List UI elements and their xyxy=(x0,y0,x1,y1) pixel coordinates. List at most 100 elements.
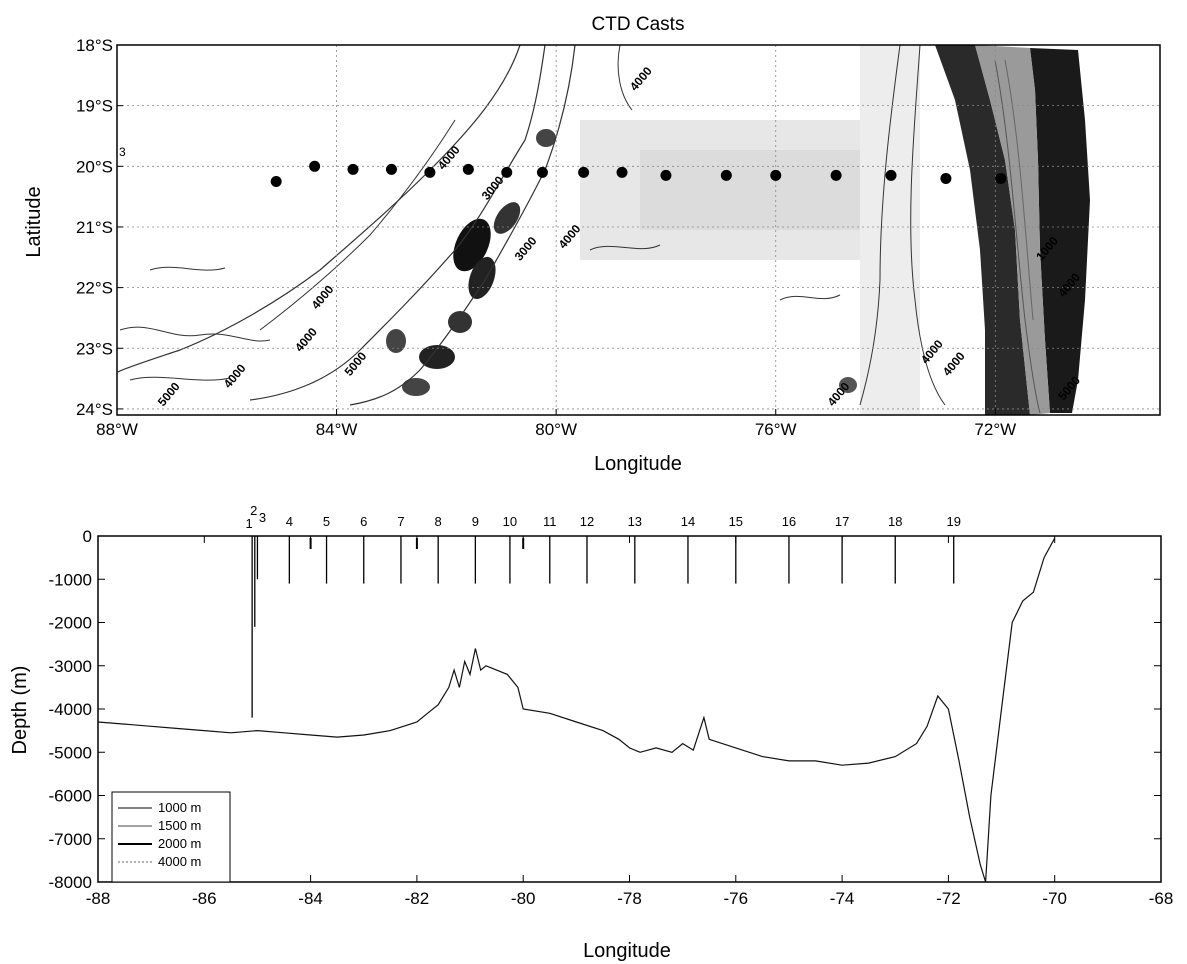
profile-panel: 12 3 4 5 6 7 8 9 10 11 12 13 14 15 16 17 18 19 -88 -86 -84-… xyxy=(9,503,1173,962)
contour-label: 4000 xyxy=(221,361,249,391)
station-marker xyxy=(347,163,359,175)
station-marker xyxy=(578,166,590,178)
map-x-tick-label: 76°W xyxy=(755,420,797,439)
profile-x-tick-label: -82 xyxy=(405,889,430,908)
cast-label: 15 xyxy=(729,514,743,529)
profile-y-tick-label: -2000 xyxy=(49,614,92,633)
cast-label: 1 xyxy=(246,516,253,531)
profile-x-tick-label: -74 xyxy=(830,889,855,908)
cast-label: 6 xyxy=(360,514,367,529)
cast-lines xyxy=(251,536,955,718)
profile-x-tick-label: -76 xyxy=(724,889,749,908)
map-x-tick-label: 88°W xyxy=(96,420,138,439)
map-y-label: Latitude xyxy=(23,186,45,257)
map-x-tick-label: 72°W xyxy=(974,420,1016,439)
map-y-tick-label: 23°S xyxy=(76,339,113,358)
profile-y-ticks: 0 -1000 -2000 -3000 -4000 -5000 -6000 -7000 -800… xyxy=(49,527,1161,892)
map-x-label: Longitude xyxy=(594,453,682,475)
contour-label: 4000 xyxy=(309,282,337,312)
station-marker xyxy=(462,163,474,175)
contour-label: 3000 xyxy=(512,234,540,264)
map-y-tick-label: 21°S xyxy=(76,218,113,237)
profile-x-ticks: -88 -86 -84 -82 -80 -78 -76 -74 -72 -70 -68 xyxy=(86,536,1174,908)
cast-label: 17 xyxy=(835,514,849,529)
profile-x-tick-label: -84 xyxy=(298,889,323,908)
cast-label: 9 xyxy=(472,514,479,529)
cast-labels: 12 3 4 5 6 7 8 9 10 11 12 13 14 15 16 17 18 19 xyxy=(246,503,961,531)
map-y-tick-label: 20°S xyxy=(76,157,113,176)
profile-x-tick-label: -88 xyxy=(86,889,111,908)
station-marker xyxy=(536,166,548,178)
map-x-ticks: 88°W 84°W 80°W 76°W 72°W xyxy=(96,409,1016,439)
station-marker xyxy=(501,166,513,178)
map-y-tick-label: 18°S xyxy=(76,36,113,55)
contour-label: 4000 xyxy=(556,222,584,252)
cast-label: 7 xyxy=(397,514,404,529)
contour-label: 4000 xyxy=(435,143,463,173)
profile-y-tick-label: -8000 xyxy=(49,873,92,892)
profile-x-tick-label: -70 xyxy=(1042,889,1067,908)
profile-x-label: Longitude xyxy=(583,940,671,962)
cast-label: 18 xyxy=(888,514,902,529)
map-y-tick-label: 22°S xyxy=(76,279,113,298)
cast-label: 8 xyxy=(435,514,442,529)
bathymetry-line xyxy=(97,537,1056,883)
station-marker xyxy=(616,166,628,178)
station-marker xyxy=(660,169,672,181)
contour-label: 4000 xyxy=(627,64,655,94)
cast-label: 10 xyxy=(503,514,517,529)
profile-x-tick-label: -68 xyxy=(1149,889,1174,908)
profile-y-tick-label: -6000 xyxy=(49,787,92,806)
map-y-tick-label: 24°S xyxy=(76,400,113,419)
cast-label: 16 xyxy=(782,514,796,529)
cast-label: 12 xyxy=(580,514,594,529)
map-panel: CTD Casts xyxy=(23,14,1161,475)
profile-y-tick-label: -5000 xyxy=(49,743,92,762)
cast-label: 4 xyxy=(286,514,293,529)
contour-label: 5000 xyxy=(155,379,183,409)
station-marker xyxy=(940,172,952,184)
station-marker xyxy=(385,163,397,175)
cast-label: 2 xyxy=(250,503,257,518)
station-marker xyxy=(995,172,1007,184)
map-title: CTD Casts xyxy=(592,14,685,35)
cast-label: 3 xyxy=(259,510,266,525)
station-marker xyxy=(424,166,436,178)
station-markers xyxy=(270,160,1007,187)
map-y-ticks: 18°S 19°S 20°S 21°S 22°S 23°S 24°S xyxy=(76,36,123,419)
legend-box xyxy=(111,791,231,883)
cast-label: 11 xyxy=(543,514,557,529)
legend-label-4000: 4000 m xyxy=(158,854,201,869)
map-shading xyxy=(117,44,1090,415)
cast-label: 5 xyxy=(323,514,330,529)
station-marker xyxy=(270,175,282,187)
map-x-tick-label: 84°W xyxy=(316,420,358,439)
map-y-tick-label: 19°S xyxy=(76,97,113,116)
station-marker xyxy=(770,169,782,181)
legend: 1000 m 1500 m 2000 m 4000 m xyxy=(111,791,231,883)
contour-label: 4000 xyxy=(940,349,968,379)
station-marker xyxy=(830,169,842,181)
map-frame xyxy=(116,44,1161,416)
profile-x-tick-label: -72 xyxy=(936,889,961,908)
profile-x-tick-label: -80 xyxy=(511,889,536,908)
legend-label-2000: 2000 m xyxy=(158,836,201,851)
profile-y-tick-label: -1000 xyxy=(49,570,92,589)
profile-x-tick-label: -78 xyxy=(617,889,642,908)
station-marker xyxy=(720,169,732,181)
legend-label-1500: 1500 m xyxy=(158,818,201,833)
profile-y-label: Depth (m) xyxy=(9,666,31,755)
legend-label-1000: 1000 m xyxy=(158,800,201,815)
map-x-tick-label: 80°W xyxy=(535,420,577,439)
cast-label: 14 xyxy=(681,514,695,529)
station-marker xyxy=(885,169,897,181)
profile-y-tick-label: 0 xyxy=(83,527,92,546)
cast-label: 13 xyxy=(628,514,642,529)
contour-label: 4000 xyxy=(292,325,320,355)
profile-x-tick-label: -86 xyxy=(192,889,217,908)
profile-y-tick-label: -3000 xyxy=(49,657,92,676)
station-marker xyxy=(309,160,321,172)
cast-label: 19 xyxy=(946,514,960,529)
map-corner-label: 3 xyxy=(119,145,126,159)
